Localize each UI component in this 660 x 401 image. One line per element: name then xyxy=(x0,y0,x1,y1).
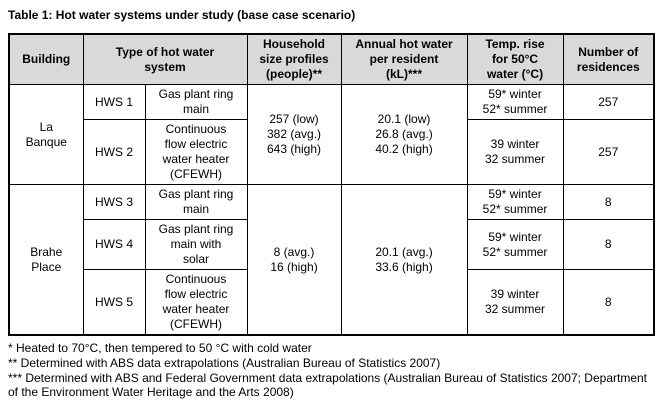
table-row-hws4: HWS 4 Gas plant ring main with solar 59*… xyxy=(9,219,655,270)
system-type-cell: Continuous flow electric water heater (C… xyxy=(144,119,248,185)
annual-water-cell: 20.1 (low) 26.8 (avg.) 40.2 (high) xyxy=(340,84,468,185)
header-temp-rise: Temp. rise for 50°C water (°C) xyxy=(466,33,564,85)
hws-label-cell: HWS 2 xyxy=(82,119,146,185)
table-row-hws5: HWS 5 Continuous flow electric water hea… xyxy=(9,269,655,336)
header-system-type: Type of hot water system xyxy=(82,33,248,85)
header-residences: Number of residences xyxy=(562,33,655,85)
footnotes: * Heated to 70°C, then tempered to 50 °C… xyxy=(8,341,654,399)
table-row-hws1: La Banque HWS 1 Gas plant ring main 257 … xyxy=(8,84,655,185)
residences-cell: 8 xyxy=(562,219,655,270)
residences-cell: 8 xyxy=(562,269,655,336)
system-type-cell: Gas plant ring main xyxy=(144,184,248,220)
table-title: Table 1: Hot water systems under study (… xyxy=(8,8,356,22)
hws-label-cell: HWS 3 xyxy=(82,184,146,220)
temp-rise-cell: 59* winter 52* summer xyxy=(466,219,564,270)
temp-rise-cell: 39 winter 32 summer xyxy=(466,269,564,336)
footnote-line-1: * Heated to 70°C, then tempered to 50 °C… xyxy=(8,341,312,355)
temp-rise-cell: 59* winter 52* summer xyxy=(466,84,564,120)
building-cell: La Banque xyxy=(8,84,84,185)
residences-cell: 257 xyxy=(562,84,655,120)
header-row: Building Type of hot water system Househ… xyxy=(8,33,655,85)
hot-water-systems-table: Building Type of hot water system Househ… xyxy=(8,33,656,336)
system-type-cell: Gas plant ring main with solar xyxy=(144,219,248,270)
footnote-line-2: ** Determined with ABS data extrapolatio… xyxy=(8,356,441,370)
residences-cell: 257 xyxy=(562,119,655,185)
system-type-cell: Continuous flow electric water heater (C… xyxy=(144,269,248,336)
household-size-cell: 8 (avg.) 16 (high) xyxy=(246,184,342,336)
residences-cell: 8 xyxy=(562,184,655,220)
table-row-hws3: Brahe Place HWS 3 Gas plant ring main 8 … xyxy=(8,184,655,336)
household-size-cell: 257 (low) 382 (avg.) 643 (high) xyxy=(246,84,342,185)
hws-label-cell: HWS 1 xyxy=(82,84,146,120)
annual-water-cell: 20.1 (avg.) 33.6 (high) xyxy=(340,184,468,336)
header-household-size: Household size profiles (people)** xyxy=(246,33,342,85)
header-annual-hot-water: Annual hot water per resident (kL)*** xyxy=(340,33,468,85)
system-type-cell: Gas plant ring main xyxy=(144,84,248,120)
building-cell: Brahe Place xyxy=(8,184,84,336)
header-building: Building xyxy=(8,33,84,85)
hws-label-cell: HWS 4 xyxy=(82,219,146,270)
temp-rise-cell: 39 winter 32 summer xyxy=(466,119,564,185)
footnote-line-3: *** Determined with ABS and Federal Gove… xyxy=(8,371,648,399)
table-row-hws2: HWS 2 Continuous flow electric water hea… xyxy=(9,119,655,185)
hws-label-cell: HWS 5 xyxy=(82,269,146,336)
temp-rise-cell: 59* winter 52* summer xyxy=(466,184,564,220)
